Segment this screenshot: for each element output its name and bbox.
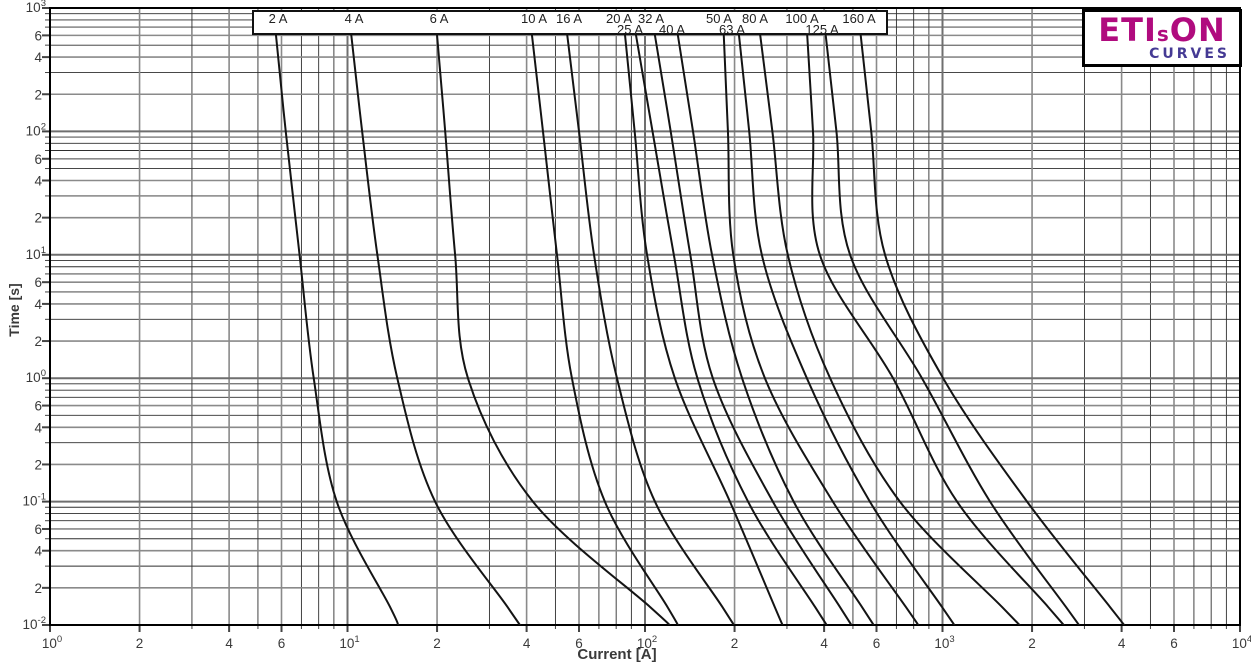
- axis-labels-layer: 100 2 4 6 101 2 4 6 102 2 4 6 103 2 4 6 104 10-2 2 4 6 10-1 2 4…: [23, 0, 1251, 651]
- y-tick-label: 4: [34, 544, 42, 559]
- y-tick-label: 2: [34, 334, 42, 349]
- curve-40A: [676, 34, 875, 625]
- y-tick-label: 6: [34, 28, 42, 43]
- curve-label-6A: 6 A: [429, 11, 449, 26]
- x-tick-label: 103: [934, 634, 954, 651]
- grid-major-layer: [49, 7, 1241, 626]
- curve-label-10A: 10 A: [520, 11, 548, 26]
- curve-label-2A: 2 A: [268, 11, 288, 26]
- curve-63A: [738, 34, 956, 625]
- x-tick-label: 6: [278, 636, 286, 651]
- ratings-legend-box: 2 A 4 A 6 A 10 A 16 A 20 A 25 A 32 A 40 A 50 A 63 …: [252, 10, 888, 37]
- y-tick-label: 4: [34, 50, 42, 65]
- y-tick-label: 2: [34, 581, 42, 596]
- curve-10A: [530, 34, 679, 625]
- x-tick-label: 4: [225, 636, 233, 651]
- x-tick-label: 2: [136, 636, 144, 651]
- y-tick-label: 102: [26, 121, 46, 138]
- logo-text-on: ON: [1169, 11, 1226, 49]
- x-axis-title: Current [A]: [577, 646, 657, 663]
- y-tick-label: 4: [34, 297, 42, 312]
- y-tick-label: 4: [34, 174, 42, 189]
- y-tick-label: 6: [34, 399, 42, 414]
- curve-20A: [624, 34, 784, 625]
- y-tick-label: 2: [34, 457, 42, 472]
- curve-4A: [350, 34, 521, 625]
- curve-label-160A: 160 A: [842, 11, 876, 26]
- curve-125A: [824, 34, 1080, 625]
- curve-label-125A: 125 A: [805, 22, 839, 37]
- etison-logo: ETIsON CURVES: [1082, 9, 1242, 67]
- curve-6A: [436, 34, 671, 625]
- y-tick-label: 2: [34, 87, 42, 102]
- x-tick-label: 6: [873, 636, 881, 651]
- y-tick-label: 103: [26, 0, 46, 15]
- y-tick-label: 101: [26, 245, 46, 262]
- curve-label-40A: 40 A: [658, 22, 686, 37]
- curves-layer: [275, 34, 1126, 625]
- x-tick-label: 102: [637, 634, 657, 651]
- curve-80A: [759, 34, 1021, 625]
- x-tick-label: 4: [820, 636, 828, 651]
- x-tick-label: 4: [1118, 636, 1126, 651]
- y-tick-label: 6: [34, 275, 42, 290]
- curve-label-4A: 4 A: [344, 11, 364, 26]
- x-tick-label: 6: [1170, 636, 1178, 651]
- y-tick-label: 10-1: [23, 492, 46, 509]
- curve-label-63A: 63 A: [718, 22, 746, 37]
- y-tick-label: 10-2: [23, 615, 46, 632]
- curve-label-16A: 16 A: [555, 11, 583, 26]
- curve-label-20A: 20 A: [605, 11, 633, 26]
- axis-ticks-layer: [42, 7, 1241, 632]
- logo-subtitle: CURVES: [1149, 46, 1230, 62]
- x-tick-label: 104: [1232, 634, 1251, 651]
- curve-label-32A: 32 A: [637, 11, 665, 26]
- logo-wordmark: ETIsON: [1085, 14, 1239, 49]
- plot-border: [49, 7, 1241, 626]
- y-tick-label: 6: [34, 152, 42, 167]
- curve-2A: [275, 34, 400, 625]
- curve-160A: [859, 34, 1126, 625]
- curve-25A: [635, 34, 828, 625]
- x-tick-label: 4: [523, 636, 531, 651]
- y-tick-label: 2: [34, 211, 42, 226]
- x-tick-label: 2: [1028, 636, 1036, 651]
- logo-text-eti: ETI: [1098, 11, 1157, 49]
- curve-label-25A: 25 A: [616, 22, 644, 37]
- curve-32A: [653, 34, 853, 625]
- x-tick-label: 100: [42, 634, 62, 651]
- x-tick-label: 2: [731, 636, 739, 651]
- curve-label-50A: 50 A: [705, 11, 733, 26]
- y-axis-title: Time [s]: [6, 283, 22, 337]
- logo-text-s: s: [1156, 22, 1170, 46]
- curve-16A: [566, 34, 735, 625]
- x-tick-label: 101: [339, 634, 359, 651]
- y-tick-label: 100: [26, 368, 46, 385]
- x-tick-label: 6: [575, 636, 583, 651]
- y-tick-label: 6: [34, 522, 42, 537]
- x-tick-label: 2: [433, 636, 441, 651]
- y-tick-label: 4: [34, 420, 42, 435]
- curve-100A: [806, 34, 1065, 625]
- curve-50A: [722, 34, 920, 625]
- curve-label-100A: 100 A: [785, 11, 819, 26]
- curve-label-80A: 80 A: [741, 11, 769, 26]
